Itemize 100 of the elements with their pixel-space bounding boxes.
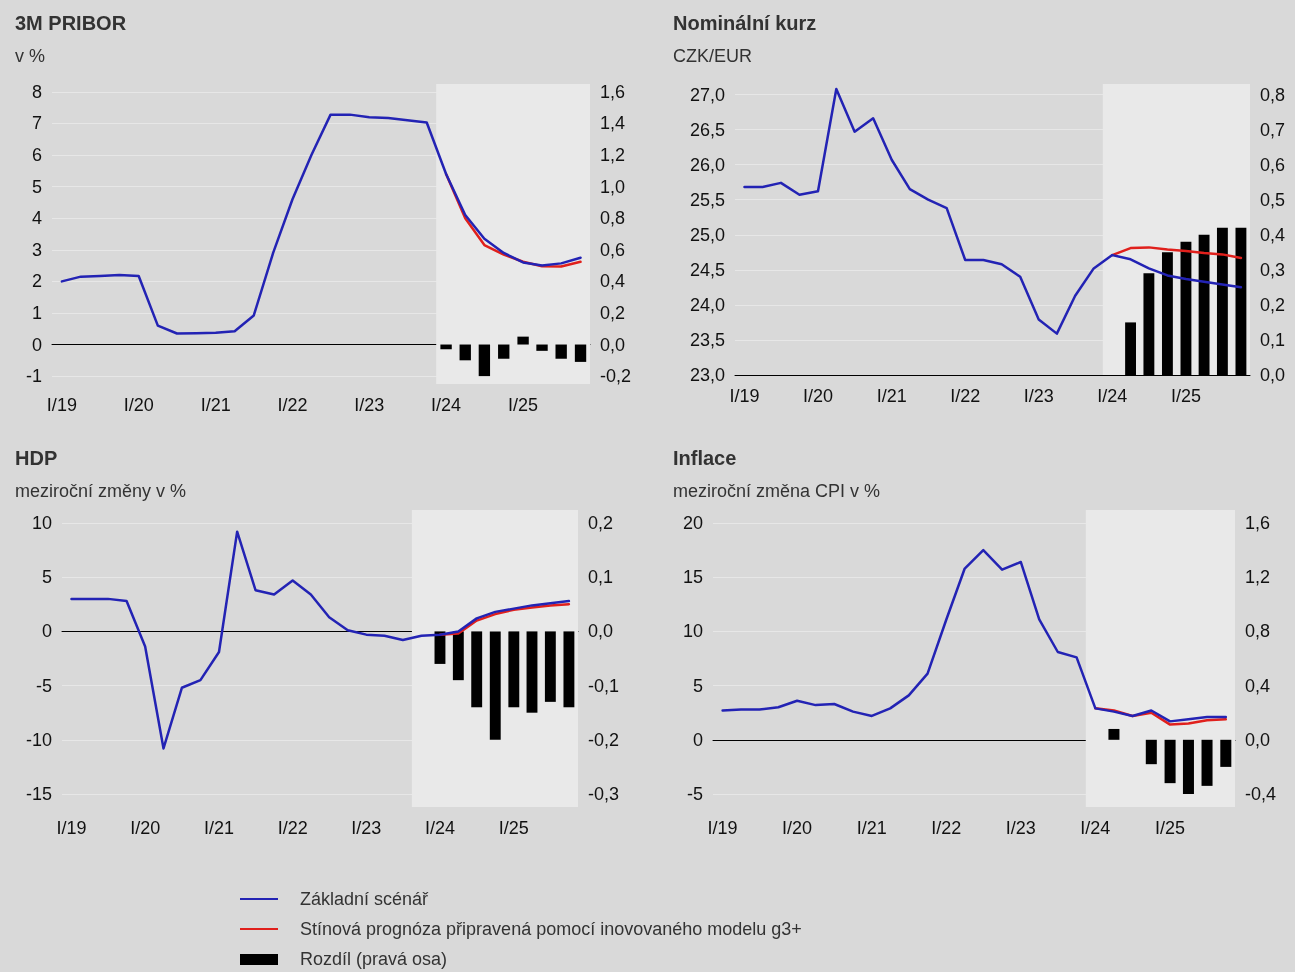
x-tick-label: I/23: [354, 395, 385, 415]
y2-tick-label: 0,5: [1260, 189, 1286, 210]
x-tick-label: I/19: [707, 818, 738, 838]
x-tick-label: I/20: [130, 818, 161, 838]
y2-tick-label: 0,1: [1260, 329, 1286, 350]
y2-tick-label: 0,8: [1260, 84, 1286, 105]
y-tick-label: 0: [41, 621, 52, 642]
y-tick-label: 23,5: [689, 329, 725, 350]
chart-title: Nominální kurz: [673, 12, 817, 34]
y2-tick-label: 0,2: [1260, 294, 1286, 315]
chart-subtitle: CZK/EUR: [673, 46, 753, 66]
x-tick-label: I/19: [729, 386, 760, 406]
y-tick-label: 24,0: [689, 294, 725, 315]
y-tick-label: 10: [31, 513, 52, 534]
y2-tick-label: 0,0: [588, 621, 614, 642]
y2-tick-label: -0,2: [588, 729, 620, 750]
y2-tick-label: 0,7: [1260, 119, 1286, 140]
line-series: [721, 548, 1228, 723]
y-tick-label: 7: [31, 113, 42, 134]
y-tick-label: 26,0: [689, 154, 725, 175]
y2-tick-label: 0,8: [600, 208, 626, 229]
y2-tick-label: -0,2: [600, 366, 632, 387]
y-tick-label: -15: [25, 783, 52, 804]
y2-tick-label: 0,4: [1245, 675, 1271, 696]
y-tick-label: -10: [25, 729, 52, 750]
y-tick-label: -5: [686, 783, 703, 804]
x-tick-label: I/24: [1097, 386, 1128, 406]
x-tick-label: I/21: [200, 395, 231, 415]
y-tick-label: 0: [692, 729, 703, 750]
x-tick-label: I/25: [1170, 386, 1201, 406]
y-tick-label: 26,5: [689, 119, 725, 140]
y2-tick-label: 0,6: [1260, 154, 1286, 175]
x-tick-label: I/22: [277, 818, 308, 838]
chart-subtitle: v %: [15, 46, 46, 66]
x-tick-label: I/21: [203, 818, 235, 838]
y2-tick-label: 1,6: [600, 81, 626, 102]
y2-tick-label: -0,1: [588, 675, 620, 696]
chart-title: 3M PRIBOR: [15, 12, 127, 34]
y-tick-label: 5: [692, 675, 703, 696]
x-tick-label: I/25: [498, 818, 529, 838]
x-tick-label: I/25: [508, 395, 539, 415]
legend-label: Rozdíl (pravá osa): [300, 948, 448, 970]
chart-title: HDP: [15, 447, 58, 469]
y2-tick-label: 0,4: [1260, 224, 1286, 245]
y2-tick-label: 0,2: [588, 513, 614, 534]
chart-subtitle: meziroční změny v %: [15, 481, 187, 501]
y-tick-label: 2: [31, 271, 42, 292]
x-tick-label: I/23: [1005, 818, 1036, 838]
x-tick-label: I/20: [802, 386, 833, 406]
chart-subtitle: meziroční změna CPI v %: [673, 481, 881, 501]
chart-title: Inflace: [673, 447, 737, 469]
x-tick-label: I/22: [931, 818, 962, 838]
y-tick-label: 3: [31, 239, 42, 260]
line-series: [1110, 246, 1243, 260]
x-tick-label: I/23: [1023, 386, 1054, 406]
x-tick-label: I/19: [46, 395, 77, 415]
legend-label: Stínová prognóza připravená pomocí inovovaného modelu g3+: [300, 918, 802, 940]
y2-tick-label: 0,0: [1245, 729, 1271, 750]
y2-tick-label: 1,2: [1245, 567, 1271, 588]
y2-tick-label: 1,0: [600, 176, 626, 197]
x-tick-label: I/20: [782, 818, 813, 838]
x-tick-label: I/19: [56, 818, 87, 838]
y2-tick-label: 0,4: [600, 271, 626, 292]
y2-tick-label: 0,2: [600, 302, 626, 323]
y2-tick-label: 1,4: [600, 113, 626, 134]
y-tick-label: 25,0: [689, 224, 725, 245]
y2-tick-label: 0,0: [1260, 365, 1286, 385]
y-tick-label: 6: [31, 145, 42, 166]
y2-tick-label: 0,0: [600, 334, 626, 355]
y-tick-label: 23,0: [689, 365, 725, 385]
y-tick-label: 10: [682, 621, 703, 642]
y-tick-label: 5: [31, 176, 42, 197]
y-tick-label: 1: [31, 302, 42, 323]
x-tick-label: I/24: [1080, 818, 1111, 838]
x-tick-label: I/21: [856, 818, 887, 838]
y2-tick-label: 1,2: [600, 145, 626, 166]
y-tick-label: 4: [31, 208, 42, 229]
y-tick-label: 20: [682, 513, 703, 534]
x-tick-label: I/24: [424, 818, 455, 838]
y2-tick-label: -0,3: [588, 783, 620, 804]
x-tick-label: I/23: [351, 818, 382, 838]
y-tick-label: -5: [35, 675, 52, 696]
y-tick-label: 0: [31, 334, 42, 355]
y2-tick-label: -0,4: [1245, 783, 1277, 804]
y-tick-label: 15: [682, 567, 703, 588]
y2-tick-label: 0,6: [600, 239, 626, 260]
x-tick-label: I/20: [123, 395, 154, 415]
line-series: [60, 113, 582, 335]
x-tick-label: I/21: [876, 386, 907, 406]
y-tick-label: 25,5: [689, 189, 725, 210]
y-tick-label: 5: [41, 567, 52, 588]
x-tick-label: I/22: [277, 395, 308, 415]
x-tick-label: I/22: [950, 386, 981, 406]
y2-tick-label: 0,1: [588, 567, 614, 588]
y2-tick-label: 1,6: [1245, 513, 1271, 534]
y2-tick-label: 0,8: [1245, 621, 1271, 642]
legend-label: Základní scénář: [300, 888, 429, 910]
y-tick-label: 27,0: [689, 84, 725, 105]
line-series: [743, 87, 1243, 335]
y2-tick-label: 0,3: [1260, 259, 1286, 280]
